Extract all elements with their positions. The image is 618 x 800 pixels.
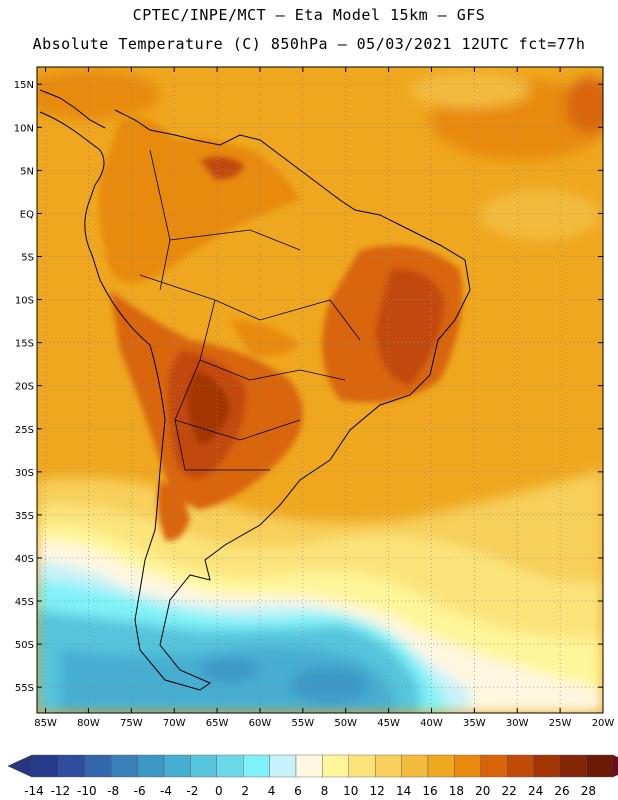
colorbar-label: 0	[215, 784, 223, 798]
temperature-field	[37, 67, 603, 713]
latitude-ticks: 15N 10N 5N EQ 5S 10S 15S 20S 25S 30S 35S 40S 45S 50S 5…	[14, 80, 603, 694]
colorbar-swatch	[242, 754, 270, 778]
colorbar: -14 -12 -10 -8 -6 -4 -2 0 2 4 6 8 10 12 14 16 18 20 22 24 26…	[7, 754, 618, 798]
map-title-line1: CPTEC/INPE/MCT – Eta Model 15km – GFS	[132, 6, 486, 24]
lon-tick-label: 35W	[463, 718, 486, 729]
colorbar-swatch	[190, 754, 217, 778]
colorbar-label: 8	[321, 784, 329, 798]
colorbar-label: 4	[268, 784, 276, 798]
colorbar-swatch	[110, 754, 138, 778]
colorbar-label: -2	[186, 784, 198, 798]
colorbar-arrow-right	[612, 754, 618, 778]
colorbar-swatch	[427, 754, 455, 778]
lon-tick-label: 85W	[34, 718, 57, 729]
lat-tick-label: 45S	[15, 597, 34, 608]
lat-tick-label: 50S	[15, 640, 34, 651]
colorbar-swatch	[58, 754, 86, 778]
colorbar-swatch	[84, 754, 112, 778]
lon-tick-label: 25W	[549, 718, 572, 729]
colorbar-label: -10	[77, 784, 97, 798]
colorbar-arrow-left	[7, 754, 33, 778]
field-north-patches	[37, 70, 603, 240]
map-title-line2: Absolute Temperature (C) 850hPa – 05/03/…	[32, 35, 586, 53]
colorbar-swatch	[559, 754, 587, 778]
colorbar-label: -14	[24, 784, 44, 798]
colorbar-swatch	[31, 754, 59, 778]
colorbar-label: 16	[422, 784, 437, 798]
colorbar-label: -4	[160, 784, 172, 798]
colorbar-swatch	[586, 754, 614, 778]
colorbar-swatch	[269, 754, 297, 778]
colorbar-label: 24	[528, 784, 543, 798]
colorbar-swatch	[295, 754, 323, 778]
south-america-coast	[39, 109, 471, 691]
colorbar-label: 12	[370, 784, 385, 798]
colorbar-label: -6	[134, 784, 146, 798]
country-borders	[139, 149, 361, 471]
colorbar-swatch	[216, 754, 244, 778]
colorbar-swatch	[322, 754, 349, 778]
lon-tick-label: 80W	[77, 718, 100, 729]
colorbar-label: -12	[51, 784, 71, 798]
lat-tick-label: 10N	[14, 123, 34, 134]
colorbar-label: 20	[475, 784, 490, 798]
longitude-ticks: 85W 80W 75W 70W 65W 60W 55W 50W 45W 40W 35W 30W 25W 2…	[34, 67, 614, 729]
colorbar-label: 28	[581, 784, 596, 798]
lon-tick-label: 40W	[420, 718, 443, 729]
lon-tick-label: 60W	[249, 718, 272, 729]
colorbar-swatch	[401, 754, 429, 778]
colorbar-label: 10	[343, 784, 358, 798]
lon-tick-label: 70W	[163, 718, 186, 729]
lat-tick-label: 5S	[21, 252, 34, 263]
lon-tick-label: 50W	[334, 718, 357, 729]
colorbar-swatch	[454, 754, 481, 778]
lat-tick-label: 40S	[15, 554, 34, 565]
colorbar-label: -8	[107, 784, 119, 798]
lon-tick-label: 75W	[120, 718, 143, 729]
field-south-bands	[37, 470, 603, 713]
colorbar-swatch	[137, 754, 165, 778]
coastlines	[39, 89, 471, 691]
lat-tick-label: 15N	[14, 80, 34, 91]
lon-tick-label: 20W	[592, 718, 615, 729]
colorbar-swatch	[163, 754, 191, 778]
colorbar-label: 22	[502, 784, 517, 798]
lat-tick-label: 5N	[20, 166, 34, 177]
colorbar-label: 6	[294, 784, 302, 798]
lat-tick-label: 30S	[15, 468, 34, 479]
lon-tick-label: 45W	[377, 718, 400, 729]
lat-tick-label: 55S	[15, 683, 34, 694]
colorbar-swatch	[533, 754, 561, 778]
lat-tick-label: 20S	[15, 382, 34, 393]
colorbar-swatch	[507, 754, 534, 778]
colorbar-label: 14	[396, 784, 411, 798]
colorbar-swatch	[348, 754, 376, 778]
field-continent-warm	[98, 117, 463, 541]
lon-tick-label: 30W	[506, 718, 529, 729]
lat-tick-label: EQ	[20, 209, 34, 220]
colorbar-label: 26	[554, 784, 569, 798]
colorbar-label: 2	[241, 784, 249, 798]
map-frame	[36, 66, 604, 714]
lat-tick-label: 25S	[15, 425, 34, 436]
lat-tick-label: 15S	[15, 339, 34, 350]
colorbar-swatch	[375, 754, 402, 778]
lon-tick-label: 65W	[206, 718, 229, 729]
colorbar-swatch	[480, 754, 508, 778]
lon-tick-label: 55W	[292, 718, 315, 729]
lat-tick-label: 10S	[15, 296, 34, 307]
colorbar-label: 18	[449, 784, 464, 798]
lat-tick-label: 35S	[15, 511, 34, 522]
central-america-coast	[39, 89, 106, 129]
